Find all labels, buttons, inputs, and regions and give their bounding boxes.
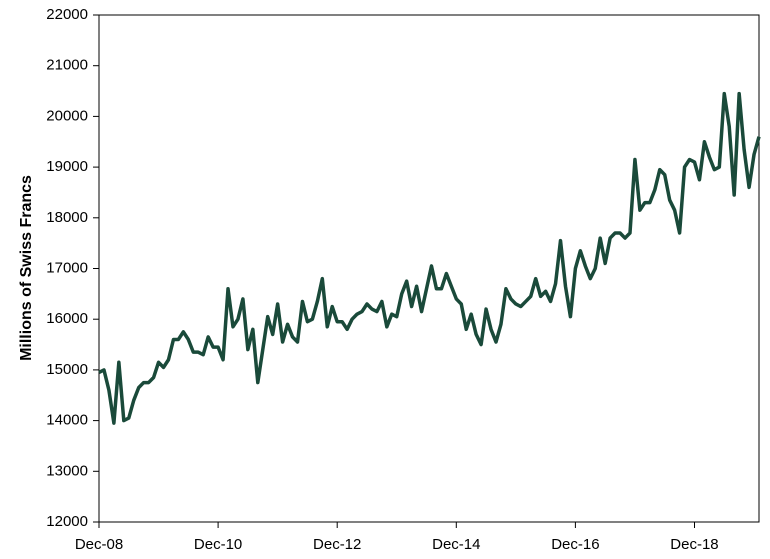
- y-tick-label: 20000: [46, 107, 88, 124]
- y-tick-label: 19000: [46, 158, 88, 175]
- x-tick-label: Dec-10: [194, 536, 242, 553]
- x-tick-label: Dec-08: [75, 536, 123, 553]
- x-tick-label: Dec-12: [313, 536, 361, 553]
- y-tick-label: 15000: [46, 361, 88, 378]
- y-tick-label: 22000: [46, 6, 88, 23]
- y-tick-label: 12000: [46, 513, 88, 530]
- x-tick-label: Dec-14: [432, 536, 480, 553]
- x-tick-label: Dec-18: [670, 536, 718, 553]
- y-tick-label: 16000: [46, 310, 88, 327]
- y-tick-label: 18000: [46, 209, 88, 226]
- data-line: [98, 91, 761, 425]
- y-tick-label: 13000: [46, 462, 88, 479]
- y-tick-label: 21000: [46, 57, 88, 74]
- y-tick-label: 17000: [46, 259, 88, 276]
- x-tick-label: Dec-16: [551, 536, 599, 553]
- y-tick-label: 14000: [46, 412, 88, 429]
- y-axis-title: Millions of Swiss Francs: [18, 175, 35, 361]
- plot-frame: [98, 14, 760, 523]
